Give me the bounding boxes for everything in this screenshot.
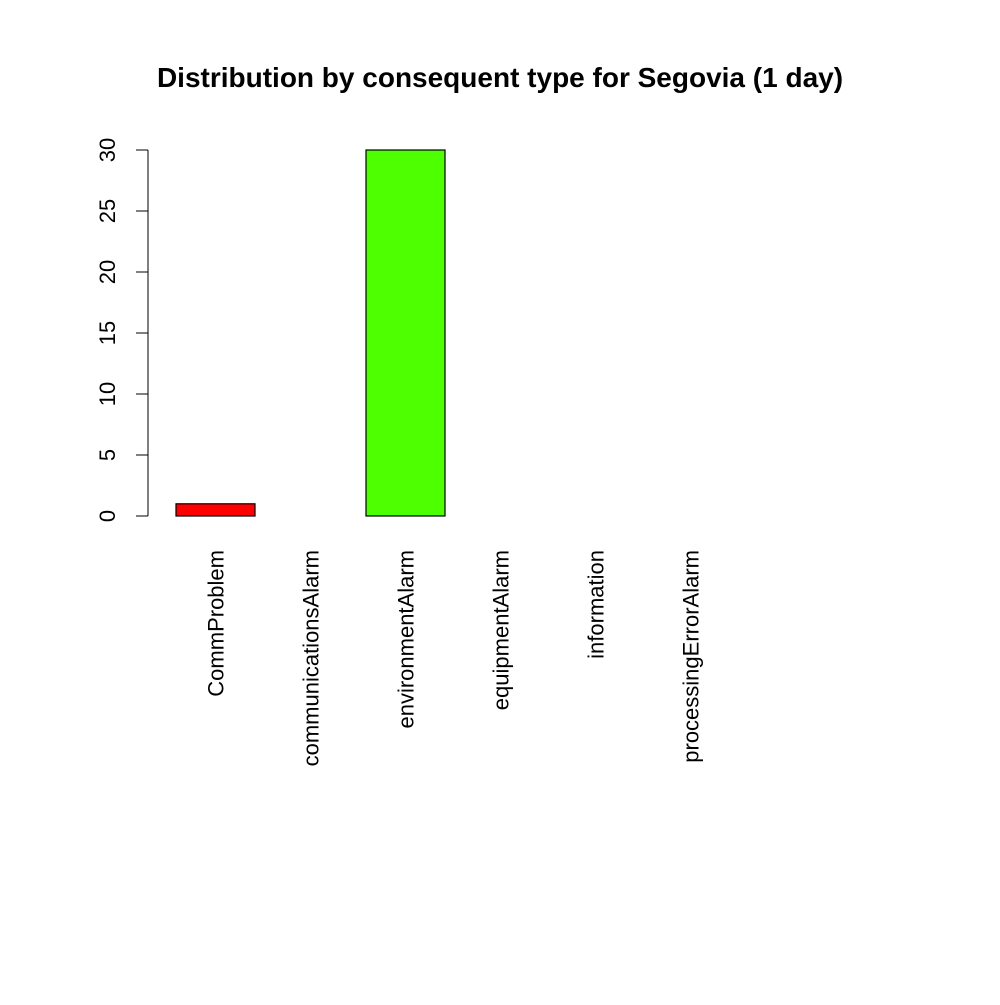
bars-group [175,149,446,517]
x-category-label: environmentAlarm [394,550,419,729]
bar [365,149,446,517]
y-tick-label: 25 [95,199,120,223]
y-tick-label: 15 [95,321,120,345]
x-category-label: CommProblem [204,550,229,697]
x-category-label: information [584,550,609,659]
y-tick-label: 5 [95,449,120,461]
y-tick-label: 10 [95,382,120,406]
x-category-label: communicationsAlarm [299,550,324,766]
bar [175,503,256,517]
y-tick-label: 30 [95,138,120,162]
y-tick-label: 20 [95,260,120,284]
y-tick-label: 0 [95,510,120,522]
chart-title: Distribution by consequent type for Sego… [157,62,843,93]
x-category-label: equipmentAlarm [489,550,514,710]
x-category-label: processingErrorAlarm [679,550,704,763]
x-axis-labels: CommProblem communicationsAlarm environmen… [204,550,704,766]
y-axis: 0 5 10 15 20 25 30 [95,138,149,522]
